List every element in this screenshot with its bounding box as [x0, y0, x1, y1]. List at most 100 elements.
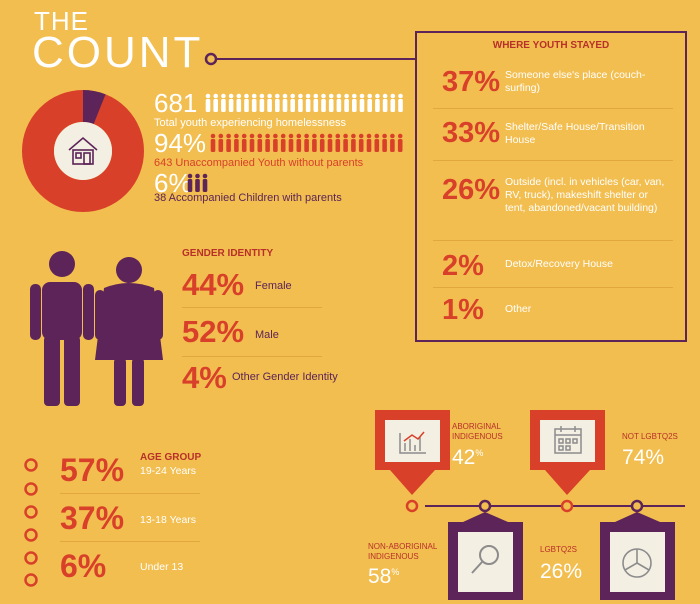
bar-chart-icon — [399, 431, 426, 454]
donut-center — [54, 122, 112, 180]
person-icon — [382, 93, 388, 112]
stayed-label: Detox/Recovery House — [505, 258, 613, 270]
gender-figures — [30, 251, 163, 406]
divider — [60, 541, 200, 542]
person-icon — [359, 93, 365, 112]
stayed-label: Someone else's place (couch-surfing) — [505, 69, 646, 94]
person-icon — [221, 93, 226, 112]
unaccompanied-people-icons — [210, 133, 403, 152]
person-icon — [328, 93, 334, 112]
person-icon — [374, 133, 380, 152]
person-icon — [390, 93, 396, 112]
person-icon — [251, 93, 257, 112]
stayed-value: 2% — [442, 250, 484, 282]
aboriginal-value: 42 — [452, 446, 476, 469]
accompanied-value: 6% — [154, 168, 192, 198]
gender-label: Male — [255, 329, 279, 341]
person-icon — [313, 93, 319, 112]
lgbtq2s-label: LGBTQ2S — [540, 545, 577, 554]
where-stayed-heading: WHERE YOUTH STAYED — [492, 40, 610, 51]
person-icon — [367, 93, 372, 112]
bullet-icon — [24, 528, 38, 542]
not-lgbtq2s-pin — [530, 410, 605, 495]
divider — [433, 160, 673, 161]
calendar-icon — [554, 426, 582, 454]
total-value: 681 — [154, 88, 198, 118]
female-figure-icon — [95, 257, 163, 406]
title-count: COUNT — [32, 28, 204, 77]
person-icon — [288, 133, 294, 152]
unaccompanied-value: 94% — [154, 128, 207, 158]
total-people-icons — [205, 93, 403, 112]
person-icon — [202, 173, 208, 192]
stayed-value: 1% — [442, 294, 484, 326]
non-aboriginal-value: 58 — [368, 565, 392, 588]
person-icon — [265, 133, 270, 152]
total-caption: Total youth experiencing homelessness — [154, 117, 347, 129]
non-aboriginal-label: NON-ABORIGINAL INDIGENOUS — [368, 542, 438, 561]
person-icon — [312, 133, 317, 152]
person-icon — [390, 133, 395, 152]
person-icon — [234, 133, 239, 152]
person-icon — [236, 93, 242, 112]
aboriginal-label: ABORIGINAL INDIGENOUS — [452, 422, 503, 441]
age-value: 57% — [60, 452, 125, 488]
person-icon — [218, 133, 224, 152]
person-icon — [195, 173, 200, 192]
person-icon — [398, 93, 403, 112]
age-label: Under 13 — [140, 561, 184, 573]
where-youth-stayed-box — [415, 31, 687, 342]
person-icon — [321, 93, 326, 112]
gender-value: 44% — [182, 267, 245, 302]
title-the: THE — [34, 6, 89, 36]
person-icon — [343, 133, 348, 152]
bullet-icon — [24, 458, 38, 472]
bullet-icon — [24, 482, 38, 496]
non-aboriginal-value-wrap: 58% — [368, 565, 399, 589]
bullet-icon — [24, 573, 38, 587]
lgbtq2s-pin — [600, 512, 675, 600]
person-icon — [335, 133, 341, 152]
not-lgbtq2s-value: 74% — [622, 446, 665, 469]
age-label: 19-24 Years — [140, 465, 197, 477]
person-icon — [244, 93, 249, 112]
person-icon — [305, 93, 311, 112]
person-icon — [267, 93, 272, 112]
age-heading: AGE GROUP — [140, 452, 202, 463]
age-label: 13-18 Years — [140, 514, 197, 526]
person-icon — [226, 133, 231, 152]
divider — [60, 493, 200, 494]
not-lgbtq2s-label: NOT LGBTQ2S — [622, 432, 678, 441]
male-figure-icon — [30, 251, 94, 406]
person-icon — [336, 93, 342, 112]
person-icon — [358, 133, 364, 152]
person-icon — [319, 133, 325, 152]
bullet-icon — [24, 551, 38, 565]
person-icon — [280, 133, 286, 152]
bullet-icon — [24, 505, 38, 519]
indicators-graphic — [375, 410, 685, 600]
unaccompanied-caption: 643 Unaccompanied Youth without parents — [154, 157, 364, 169]
person-icon — [296, 133, 302, 152]
person-icon — [327, 133, 333, 152]
person-icon — [375, 93, 380, 112]
person-icon — [205, 93, 211, 112]
person-icon — [259, 93, 265, 112]
house-icon — [68, 136, 98, 165]
stayed-label: Shelter/Safe House/Transition House — [505, 121, 645, 146]
person-icon — [304, 133, 309, 152]
title-connector — [204, 52, 416, 66]
pie-chart-icon — [622, 548, 652, 578]
person-icon — [282, 93, 288, 112]
person-icon — [351, 133, 356, 152]
aboriginal-pin — [375, 410, 450, 495]
person-icon — [273, 133, 278, 152]
gender-label: Other Gender Identity — [232, 371, 338, 383]
divider — [433, 240, 673, 241]
divider — [182, 307, 322, 308]
age-value: 37% — [60, 500, 125, 536]
person-icon — [352, 93, 357, 112]
aboriginal-pct-sign: % — [475, 448, 484, 458]
person-icon — [382, 133, 387, 152]
gender-value: 4% — [182, 360, 227, 395]
